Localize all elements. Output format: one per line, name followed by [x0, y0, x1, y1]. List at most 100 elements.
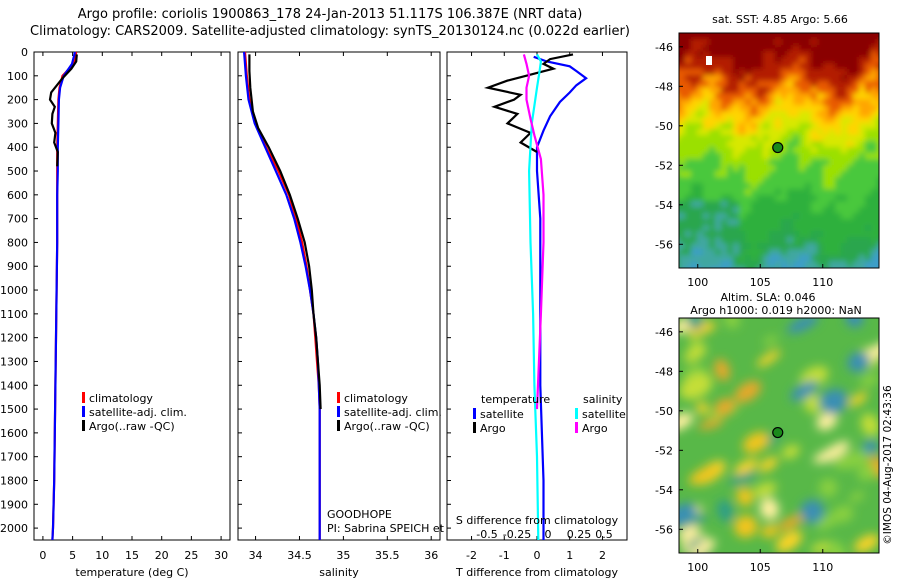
sst-cell: [823, 177, 830, 184]
sst-cell: [853, 213, 860, 220]
sst-cell: [709, 153, 716, 160]
sst-cell: [811, 75, 818, 82]
sst-cell: [775, 123, 782, 130]
sst-cell: [823, 69, 830, 76]
sst-cell: [697, 219, 704, 226]
x-tick-label: 10: [95, 549, 109, 562]
sst-cell: [859, 153, 866, 160]
sst-cell: [763, 255, 770, 262]
sst-cell: [721, 51, 728, 58]
sst-cell: [805, 99, 812, 106]
sst-cell: [733, 39, 740, 46]
sst-cell: [745, 147, 752, 154]
sst-cell: [841, 123, 848, 130]
sst-cell: [799, 261, 806, 268]
sst-cell: [739, 45, 746, 52]
sst-cell: [727, 93, 734, 100]
sst-cell: [715, 105, 722, 112]
legend-label: satellite: [582, 408, 626, 421]
legend-swatch: [473, 408, 476, 419]
sst-cell: [745, 195, 752, 202]
sst-cell: [781, 63, 788, 70]
sst-cell: [841, 111, 848, 118]
sst-cell: [727, 33, 734, 40]
second-xlabel: S difference from climatology: [456, 514, 619, 527]
sst-cell: [703, 237, 710, 244]
sst-cell: [871, 177, 878, 184]
sst-cell: [865, 141, 872, 148]
sst-cell: [853, 33, 860, 40]
sst-cell: [733, 81, 740, 88]
sst-cell: [871, 111, 878, 118]
sst-cell: [685, 171, 692, 178]
sst-cell: [715, 147, 722, 154]
sst-cell: [805, 255, 812, 262]
x-tick-label: 35.5: [375, 549, 400, 562]
sst-cell: [805, 69, 812, 76]
sst-cell: [877, 249, 879, 256]
sst-cell: [877, 273, 884, 280]
sst-cell: [745, 213, 752, 220]
sst-cell: [847, 249, 854, 256]
sst-cell: [763, 75, 770, 82]
sst-cell: [877, 177, 879, 184]
sst-cell: [679, 81, 686, 88]
sst-cell: [745, 231, 752, 238]
sst-cell: [799, 207, 806, 214]
sst-cell: [835, 141, 842, 148]
sst-cell: [745, 189, 752, 196]
sst-cell: [739, 33, 746, 40]
sst-cell: [859, 237, 866, 244]
sst-cell: [697, 147, 704, 154]
sst-cell: [781, 141, 788, 148]
sst-cell: [739, 273, 746, 280]
sst-cell: [787, 63, 794, 70]
sst-cell: [745, 93, 752, 100]
sst-cell: [865, 273, 872, 280]
sst-cell: [823, 105, 830, 112]
sst-cell: [775, 111, 782, 118]
sst-cell: [709, 57, 716, 64]
sst-cell: [865, 171, 872, 178]
sst-cell: [685, 195, 692, 202]
sst-cell: [721, 213, 728, 220]
sst-cell: [763, 219, 770, 226]
sst-cell: [811, 81, 818, 88]
sst-cell: [745, 75, 752, 82]
sla-eddy: [759, 497, 780, 520]
sst-cell: [763, 147, 770, 154]
sst-cell: [775, 93, 782, 100]
sst-cell: [859, 171, 866, 178]
sst-cell: [859, 81, 866, 88]
sst-cell: [787, 45, 794, 52]
sst-cell: [805, 45, 812, 52]
sst-cell: [751, 153, 758, 160]
sst-cell: [685, 219, 692, 226]
second-x-tick-label: 0.25: [567, 528, 592, 541]
series-argo-salinity: [522, 54, 545, 410]
sst-cell: [835, 87, 842, 94]
sst-cell: [733, 213, 740, 220]
sst-cell: [763, 99, 770, 106]
sst-cell: [829, 63, 836, 70]
sst-cell: [811, 183, 818, 190]
sst-cell: [799, 273, 806, 280]
sst-cell: [835, 207, 842, 214]
sst-cell: [847, 63, 854, 70]
sst-cell: [769, 225, 776, 232]
sst-cell: [679, 195, 686, 202]
sst-cell: [871, 33, 878, 40]
sst-cell: [823, 189, 830, 196]
sst-cell: [853, 135, 860, 142]
sst-cell: [709, 93, 716, 100]
sla-eddy: [688, 465, 719, 485]
sst-cell: [877, 105, 879, 112]
sst-cell: [787, 249, 794, 256]
sst-cell: [763, 39, 770, 46]
sst-cell: [697, 153, 704, 160]
sst-cell: [793, 237, 800, 244]
sst-cell: [817, 207, 824, 214]
sla-eddy: [761, 524, 779, 538]
sst-cell: [835, 237, 842, 244]
sst-cell: [775, 207, 782, 214]
